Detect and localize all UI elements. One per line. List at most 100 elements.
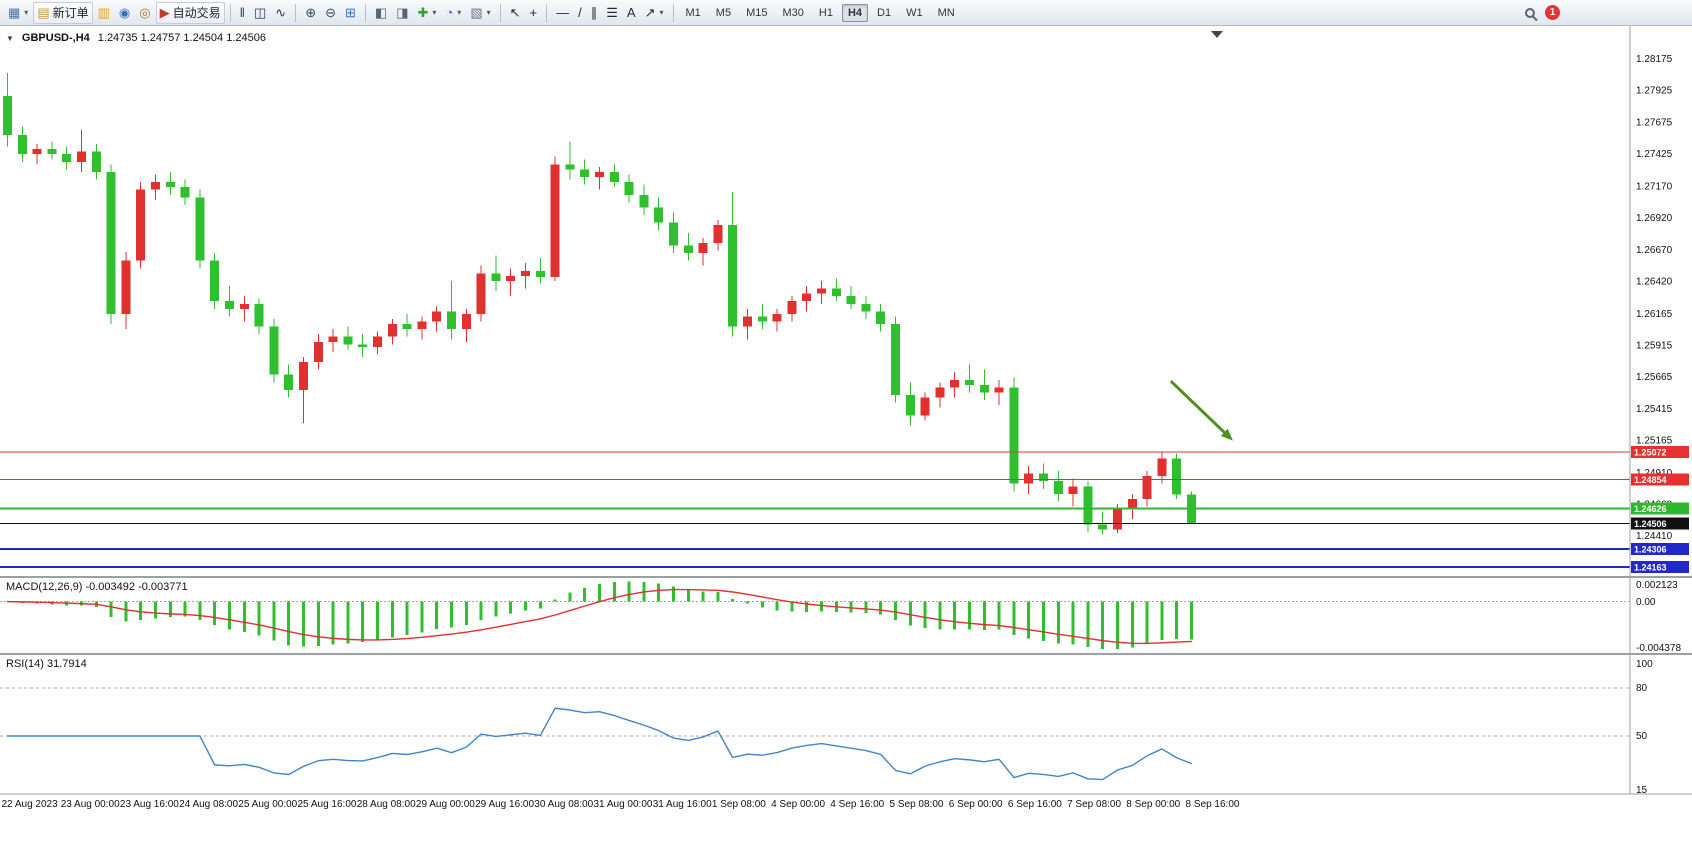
periods-button[interactable]: ◔ ▾ <box>441 2 465 24</box>
dropdown-caret-icon[interactable]: ▾ <box>432 8 437 17</box>
timeframe-button-m15[interactable]: M15 <box>746 6 768 19</box>
candle-body <box>521 270 530 276</box>
price-tick-label: 1.26165 <box>1636 309 1673 320</box>
zoom-out-button[interactable]: ⊖ <box>321 2 340 24</box>
zoom-out-icon: ⊖ <box>325 5 337 20</box>
candlestick-chart-button[interactable]: ◫ <box>250 2 270 24</box>
candle-body <box>476 273 486 314</box>
time-axis-label: 7 Sep 08:00 <box>1067 799 1121 810</box>
candle-body <box>461 313 471 330</box>
price-tick-label: 1.25915 <box>1636 340 1673 351</box>
toolbar-separator <box>295 3 297 22</box>
price-tick-label: 1.28175 <box>1636 54 1673 65</box>
candle-body <box>1068 486 1078 494</box>
fibonacci-icon: ☰ <box>606 5 618 20</box>
candle-body <box>802 293 812 302</box>
toolbar-buttons: ▦ ▾ ▤ 新订单 ▥ ◉ ◎ ▶ 自动交易 ‖ ◫ ∿ ⊕ ⊖ ⊞ ◧ ◨ ✚ ▾ ◔ ▾ ▧ ▾ ↖ + — / ∥ ☰ A ↗ ▾ M1 M… <box>4 1 1525 24</box>
market-watch-icon: ▥ <box>97 5 110 20</box>
timeframe-button-h1[interactable]: H1 <box>818 6 833 19</box>
zoom-in-button[interactable]: ⊕ <box>301 2 320 24</box>
dropdown-caret-icon[interactable]: ▾ <box>457 8 462 17</box>
search-icon[interactable] <box>1525 7 1535 18</box>
crosshair-icon: + <box>529 5 538 20</box>
autotrading-button[interactable]: ▶ 自动交易 <box>155 1 225 24</box>
tile-windows-button[interactable]: ⊞ <box>341 2 360 24</box>
rsi-indicator-label: RSI(14) 31.7914 <box>6 658 87 670</box>
notification-badge[interactable]: 1 <box>1545 5 1560 20</box>
candle-body <box>313 341 323 363</box>
new-chart-icon: ▦ <box>8 5 21 20</box>
price-tag-label: 1.25072 <box>1634 447 1667 457</box>
templates-button[interactable]: ▧ ▾ <box>466 2 494 24</box>
text-button[interactable]: A <box>623 2 640 24</box>
price-tag-label: 1.24854 <box>1634 475 1667 485</box>
timeframe-button-mn[interactable]: MN <box>937 6 955 19</box>
candle-body <box>683 245 693 254</box>
macd-tick-label: 0.002123 <box>1636 580 1678 591</box>
timeframe-button-h4[interactable]: H4 <box>841 3 868 22</box>
time-axis-label: 1 Sep 08:00 <box>712 799 766 810</box>
trendline-button[interactable]: / <box>574 2 586 24</box>
arrows-button[interactable]: ↗ ▾ <box>641 2 668 24</box>
fibonacci-button[interactable]: ☰ <box>602 2 622 24</box>
candle-body <box>506 275 516 281</box>
timeframe-button-w1[interactable]: W1 <box>906 6 923 19</box>
dropdown-caret-icon[interactable]: ▾ <box>24 8 29 17</box>
line-chart-button[interactable]: ∿ <box>271 2 290 24</box>
candle-body <box>106 171 116 314</box>
timeframe-button-m1[interactable]: M1 <box>685 6 701 19</box>
new-order-button[interactable]: ▤ 新订单 <box>33 1 93 24</box>
equidistant-channel-button[interactable]: ∥ <box>587 2 602 24</box>
data-window-button[interactable]: ◉ <box>115 2 134 24</box>
new-order-icon: ▤ <box>37 5 50 20</box>
price-tick-label: 1.25165 <box>1636 436 1673 447</box>
candle-body <box>195 197 205 261</box>
time-axis-label: 5 Sep 08:00 <box>890 799 944 810</box>
chart-shift-marker[interactable] <box>1211 31 1223 38</box>
candle-body <box>1127 498 1137 510</box>
time-axis-label: 6 Sep 00:00 <box>949 799 1003 810</box>
time-axis-label: 4 Sep 16:00 <box>830 799 884 810</box>
bar-chart-button[interactable]: ‖ <box>236 2 249 24</box>
rsi-line <box>6 707 1193 781</box>
candle-body <box>1053 481 1063 494</box>
one-click-trading-arrow-icon[interactable] <box>6 32 14 44</box>
indicators-button[interactable]: ✚ ▾ <box>414 2 441 24</box>
text-icon: A <box>626 5 636 20</box>
candle-body <box>151 182 160 190</box>
dropdown-caret-icon[interactable]: ▾ <box>659 8 664 17</box>
indicator-window-button[interactable]: ◧ <box>371 2 391 24</box>
candle-body <box>136 189 146 261</box>
candle-body <box>979 384 989 393</box>
object-list-button[interactable]: ◨ <box>392 2 412 24</box>
new-chart-button[interactable]: ▦ ▾ <box>4 2 32 24</box>
strategy-tester-button[interactable]: ◎ <box>135 2 154 24</box>
candlestick-chart-icon: ◫ <box>254 5 267 20</box>
candle-body <box>535 270 545 278</box>
zoom-in-icon: ⊕ <box>305 5 317 20</box>
dropdown-caret-icon[interactable]: ▾ <box>486 8 491 17</box>
market-watch-button[interactable]: ▥ <box>94 2 114 24</box>
crosshair-button[interactable]: + <box>526 2 542 24</box>
horizontal-line-button[interactable]: — <box>552 2 573 24</box>
candle-body <box>47 149 57 155</box>
timeframe-button-d1[interactable]: D1 <box>877 6 892 19</box>
toolbar-separator <box>546 3 548 22</box>
price-tick-label: 1.24410 <box>1636 531 1673 542</box>
horizontal-line-icon: — <box>556 5 570 20</box>
price-tick-label: 1.25665 <box>1636 372 1673 383</box>
data-window-icon: ◉ <box>118 5 131 20</box>
cursor-button[interactable]: ↖ <box>506 2 525 24</box>
annotation-arrow-line[interactable] <box>1169 379 1226 434</box>
timeframe-button-m5[interactable]: M5 <box>715 6 732 19</box>
timeframe-button-m30[interactable]: M30 <box>782 6 804 19</box>
candle-body <box>299 362 308 390</box>
trendline-icon: / <box>578 5 582 20</box>
candle-body <box>387 324 397 337</box>
price-tag <box>1631 517 1689 530</box>
candle-body <box>447 311 456 330</box>
candle-body <box>77 151 86 162</box>
candle-body <box>861 303 871 312</box>
annotation-arrow-head[interactable] <box>1220 428 1233 441</box>
price-tag <box>1631 542 1689 555</box>
